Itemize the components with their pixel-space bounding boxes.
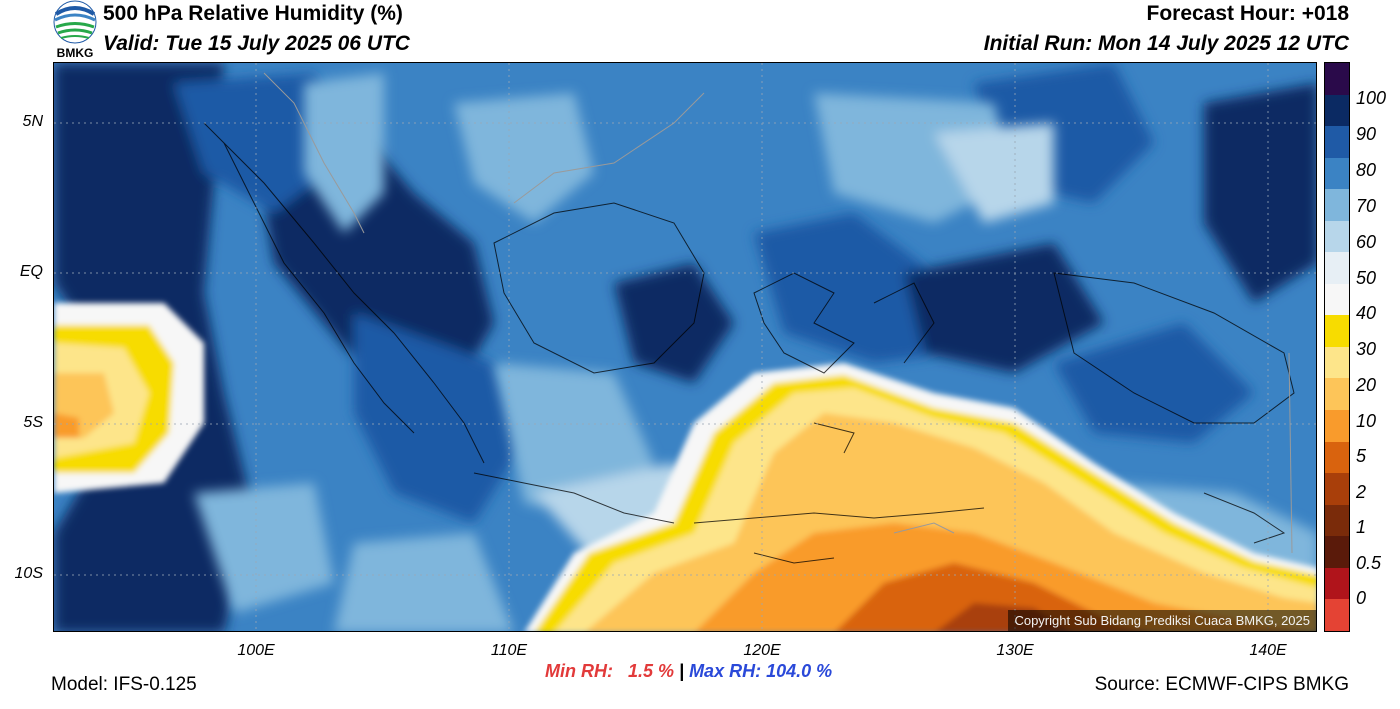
colorbar-label: 20 bbox=[1356, 375, 1377, 395]
lon-label-120e: 120E bbox=[743, 642, 781, 659]
colorbar-segment bbox=[1325, 157, 1349, 190]
colorbar bbox=[1324, 62, 1350, 632]
colorbar-label: 90 bbox=[1356, 124, 1377, 144]
colorbar-segment bbox=[1325, 283, 1349, 316]
colorbar-label: 70 bbox=[1356, 196, 1377, 216]
valid-time: Valid: Tue 15 July 2025 06 UTC bbox=[103, 32, 410, 55]
colorbar-label: 30 bbox=[1356, 339, 1377, 359]
lat-label-5n: 5N bbox=[22, 113, 43, 130]
colorbar-segment bbox=[1325, 441, 1349, 474]
colorbar-label: 2 bbox=[1356, 482, 1367, 502]
forecast-hour: Forecast Hour: +018 bbox=[1146, 2, 1350, 25]
colorbar-label: 100 bbox=[1356, 88, 1387, 108]
colorbar-label: 40 bbox=[1356, 303, 1377, 323]
lat-label-10s: 10S bbox=[14, 565, 43, 582]
graticule bbox=[54, 63, 1316, 631]
colorbar-segment bbox=[1325, 94, 1349, 127]
lon-label-100e: 100E bbox=[237, 642, 275, 659]
colorbar-segment bbox=[1325, 189, 1349, 221]
colorbar-segment bbox=[1325, 63, 1349, 95]
colorbar-label: 5 bbox=[1356, 446, 1367, 466]
colorbar-label: 60 bbox=[1356, 232, 1377, 252]
rh-stats: Min RH: 1.5 % | Max RH: 104.0 % bbox=[545, 661, 832, 682]
lon-label-110e: 110E bbox=[490, 642, 528, 659]
max-rh: Max RH: 104.0 % bbox=[689, 661, 833, 681]
logo-text: BMKG bbox=[56, 46, 94, 60]
coastlines bbox=[203, 122, 1295, 564]
lat-label-eq: EQ bbox=[19, 263, 43, 280]
initial-run: Initial Run: Mon 14 July 2025 12 UTC bbox=[983, 32, 1349, 55]
min-rh: Min RH: 1.5 % bbox=[545, 661, 675, 681]
colorbar-segment bbox=[1325, 252, 1349, 284]
dry-region-south bbox=[525, 363, 1316, 631]
model-label: Model: IFS-0.125 bbox=[51, 674, 197, 695]
lon-label-130e: 130E bbox=[996, 642, 1034, 659]
dry-region-west bbox=[54, 303, 204, 493]
colorbar-segment bbox=[1325, 567, 1349, 600]
lon-label-140e: 140E bbox=[1249, 642, 1287, 659]
colorbar-segment bbox=[1325, 504, 1349, 537]
colorbar-label: 0 bbox=[1356, 588, 1367, 608]
stats-separator: | bbox=[674, 661, 690, 681]
colorbar-segment bbox=[1325, 536, 1349, 568]
colorbar-label: 50 bbox=[1356, 268, 1377, 288]
colorbar-segment bbox=[1325, 599, 1349, 631]
lat-label-5s: 5S bbox=[23, 414, 43, 431]
colorbar-segment bbox=[1325, 378, 1349, 411]
copyright-label: Copyright Sub Bidang Prediksi Cuaca BMKG… bbox=[1008, 610, 1316, 631]
map-title: 500 hPa Relative Humidity (%) bbox=[103, 2, 403, 25]
colorbar-label: 80 bbox=[1356, 160, 1377, 180]
humidity-field bbox=[54, 63, 1316, 631]
colorbar-segment bbox=[1325, 410, 1349, 442]
colorbar-label: 0.5 bbox=[1356, 553, 1382, 573]
colorbar-segment bbox=[1325, 315, 1349, 347]
colorbar-segment bbox=[1325, 126, 1349, 158]
colorbar-segment bbox=[1325, 346, 1349, 379]
bmkg-logo: BMKG bbox=[50, 0, 100, 62]
colorbar-label: 1 bbox=[1356, 517, 1367, 537]
colorbar-segment bbox=[1325, 220, 1349, 253]
source-label: Source: ECMWF-CIPS BMKG bbox=[1094, 674, 1349, 695]
humidity-map: Copyright Sub Bidang Prediksi Cuaca BMKG… bbox=[53, 62, 1317, 632]
colorbar-segment bbox=[1325, 473, 1349, 505]
borders bbox=[263, 72, 1293, 554]
colorbar-label: 10 bbox=[1356, 411, 1377, 431]
